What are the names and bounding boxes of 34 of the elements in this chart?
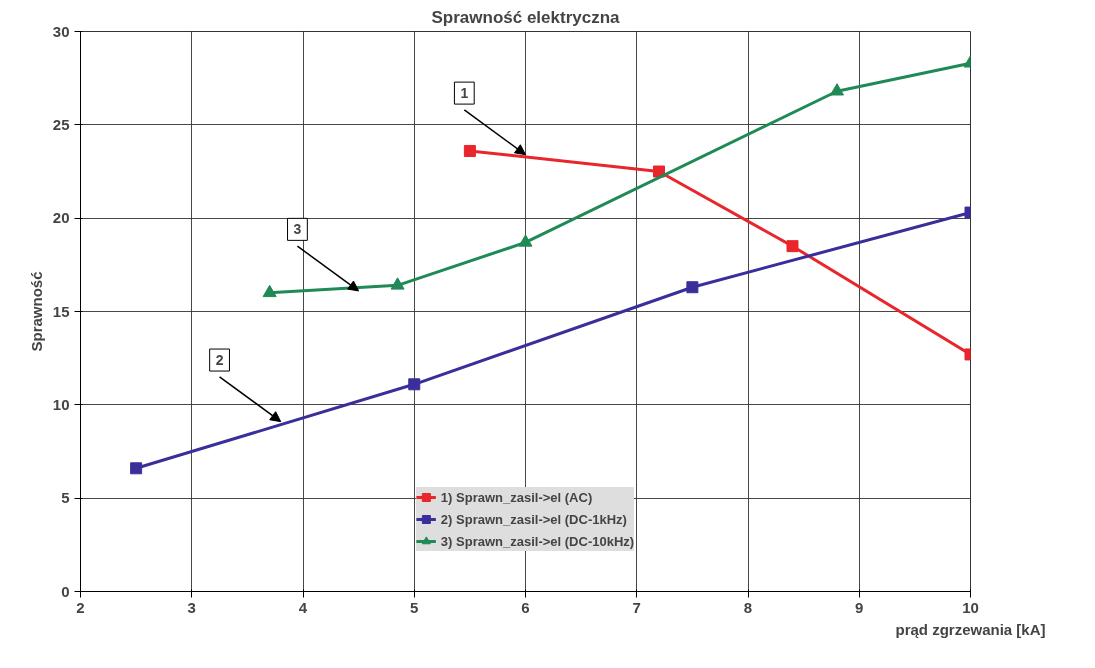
point xyxy=(130,462,143,475)
point xyxy=(830,83,844,96)
x-tick-label: 6 xyxy=(521,598,530,616)
y-tick-label: 30 xyxy=(52,22,70,40)
x-tick-label: 9 xyxy=(855,598,864,616)
point xyxy=(408,378,421,391)
y-tick-label: 20 xyxy=(52,209,70,227)
point xyxy=(686,281,699,294)
legend-label: 2) Sprawn_zasil->el (DC-1kHz) xyxy=(440,511,627,527)
y-tick-label: 25 xyxy=(52,115,70,133)
legend-label: 3) Sprawn_zasil->el (DC-10kHz) xyxy=(440,533,635,549)
x-tick-label: 3 xyxy=(187,598,196,616)
point xyxy=(390,277,405,290)
annotation: 2 xyxy=(215,352,224,369)
point xyxy=(786,240,799,253)
x-axis-title: prąd zgrzewania [kA] xyxy=(895,620,1046,638)
y-axis-title: Sprawność xyxy=(27,271,45,352)
x-tick-label: 5 xyxy=(410,598,419,616)
y-tick-label: 15 xyxy=(52,302,70,320)
point xyxy=(262,284,277,298)
y-tick-label: 0 xyxy=(61,582,70,600)
y-tick-label: 5 xyxy=(61,489,70,507)
x-tick-label: 4 xyxy=(298,598,308,616)
legend-label: 1) Sprawn_zasil->el (AC) xyxy=(440,489,593,505)
point xyxy=(518,234,533,247)
annotation: 1 xyxy=(460,85,469,102)
x-tick-label: 8 xyxy=(743,598,753,616)
point xyxy=(463,144,476,157)
annotation: 3 xyxy=(293,221,302,238)
x-tick-label: 2 xyxy=(76,598,85,616)
x-tick-label: 10 xyxy=(962,598,979,616)
x-tick-label: 7 xyxy=(632,598,641,616)
y-tick-label: 10 xyxy=(52,395,70,413)
chart-title: Sprawność elektryczna xyxy=(431,7,621,27)
